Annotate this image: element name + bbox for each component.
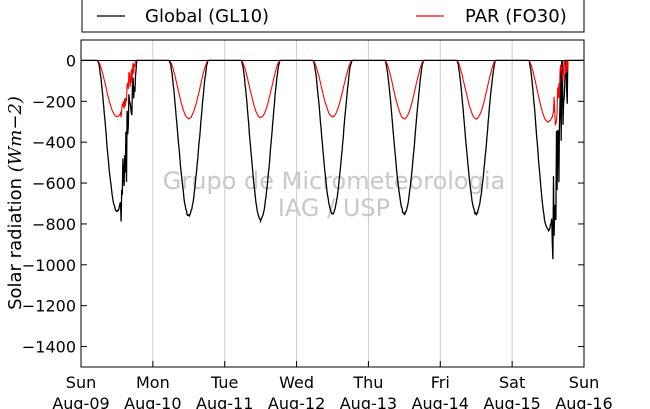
plot-frame bbox=[80, 39, 585, 368]
x-tick-day-label: Sat bbox=[499, 373, 525, 392]
x-tick-date-label: Aug-12 bbox=[268, 394, 325, 409]
x-tick-date-label: Aug-14 bbox=[412, 394, 469, 409]
y-tick-label: −200 bbox=[32, 92, 76, 111]
y-tick-label: −1000 bbox=[22, 256, 76, 275]
y-axis-label: Solar radiation (Wm−2) bbox=[5, 96, 26, 310]
y-tick-label: −600 bbox=[32, 174, 76, 193]
x-tick-day-label: Tue bbox=[210, 373, 238, 392]
vertical-gridlines bbox=[152, 40, 513, 367]
x-tick-date-label: Aug-16 bbox=[555, 394, 612, 409]
x-axis: Sun Aug-09 Mon Aug-10 Tue Aug-11 Wed Aug-12 Thu A… bbox=[52, 361, 613, 409]
x-tick-day-label: Fri bbox=[431, 373, 450, 392]
legend: Global (GL10) PAR (FO30) bbox=[81, 0, 585, 33]
legend-global-label: Global (GL10) bbox=[145, 6, 269, 27]
y-tick-label: −1200 bbox=[22, 297, 76, 316]
x-tick-date-label: Aug-09 bbox=[52, 394, 109, 409]
series-layer bbox=[81, 59, 584, 260]
y-tick-label: −400 bbox=[32, 133, 76, 152]
x-tick-date-label: Aug-13 bbox=[340, 394, 397, 409]
x-tick-day-label: Sun bbox=[569, 373, 599, 392]
x-tick-date-label: Aug-11 bbox=[196, 394, 253, 409]
watermark-line-2: IAG / USP bbox=[278, 194, 390, 222]
x-tick-day-label: Wed bbox=[279, 373, 314, 392]
x-tick-date-label: Aug-10 bbox=[124, 394, 181, 409]
series-line-par bbox=[81, 59, 584, 127]
y-axis-label-main: Solar radiation bbox=[5, 172, 26, 310]
x-tick-date-label: Aug-15 bbox=[483, 394, 540, 409]
y-axis-label-unit: (Wm−2) bbox=[5, 96, 26, 172]
y-tick-label: 0 bbox=[66, 51, 76, 70]
y-axis: 0 −200 −400 −600 −800 −1000 −1200 −1400 bbox=[22, 51, 584, 357]
x-tick-day-label: Thu bbox=[352, 373, 383, 392]
y-tick-label: −1400 bbox=[22, 338, 76, 357]
legend-par-label: PAR (FO30) bbox=[465, 6, 567, 27]
series-line-global bbox=[81, 59, 584, 260]
x-tick-day-label: Mon bbox=[136, 373, 170, 392]
y-tick-label: −800 bbox=[32, 215, 76, 234]
legend-box bbox=[81, 0, 585, 33]
watermark-line-1: Grupo de Micrometeorologia bbox=[163, 167, 505, 195]
x-tick-day-label: Sun bbox=[66, 373, 96, 392]
